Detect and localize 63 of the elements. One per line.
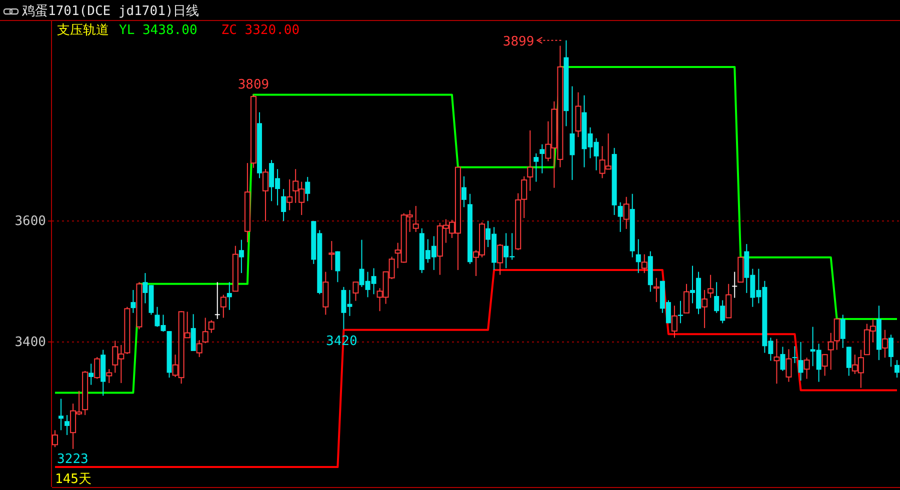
candlestick — [708, 274, 714, 298]
candlestick — [834, 318, 840, 350]
annotation: 3899 — [502, 34, 534, 50]
candlestick — [94, 356, 100, 380]
candlestick — [774, 338, 780, 384]
candlestick — [130, 289, 136, 314]
candlestick — [798, 341, 804, 382]
candlestick — [226, 282, 232, 310]
candlestick — [52, 430, 58, 448]
annotation: 3809 — [238, 78, 270, 93]
candlestick — [786, 348, 792, 382]
candlestick — [804, 357, 810, 380]
candlestick — [527, 130, 534, 192]
candlestick — [846, 346, 852, 376]
candlestick — [534, 152, 539, 182]
candlestick — [88, 363, 94, 386]
candlestick — [792, 346, 798, 364]
candlestick — [335, 250, 340, 283]
candlestick — [882, 329, 888, 358]
candlestick — [726, 283, 732, 318]
candlestick — [106, 368, 112, 384]
candlestick — [822, 354, 828, 376]
candlestick — [894, 360, 900, 378]
candlestick — [623, 196, 630, 230]
candlestick — [281, 188, 286, 222]
candlestick — [202, 317, 208, 344]
candlestick — [190, 314, 196, 352]
candlestick — [305, 176, 310, 202]
candlestick — [840, 314, 846, 348]
candlestick — [570, 86, 575, 180]
annotation: 145天 — [55, 472, 92, 487]
candlestick — [328, 240, 335, 271]
annotation: 3223 — [57, 452, 88, 467]
y-tick-label: 3600 — [14, 214, 46, 230]
candlestick — [214, 282, 220, 320]
candlestick — [888, 334, 894, 368]
title: 鸡蛋1701(DCE jd1701)日线 — [22, 4, 200, 19]
candlestick — [238, 239, 244, 274]
candlestick — [636, 238, 641, 274]
candlestick — [780, 346, 786, 372]
candlestick — [412, 205, 419, 232]
candlestick — [286, 178, 293, 211]
candlestick — [653, 277, 660, 303]
candlestick — [196, 340, 202, 358]
candlestick — [262, 168, 269, 222]
y-tick-label: 3400 — [14, 334, 46, 350]
candlestick — [461, 176, 466, 208]
candlestick — [220, 294, 226, 318]
candlestick — [678, 300, 683, 324]
legend: 支压轨道 YL 3438.00 ZC 3320.00 — [57, 23, 300, 38]
candlestick — [702, 289, 708, 329]
candlestick — [671, 305, 678, 338]
candlestick — [64, 414, 70, 436]
candlestick — [352, 282, 359, 302]
candlestick — [683, 283, 690, 314]
candlestick — [540, 144, 545, 174]
candlestick — [828, 332, 834, 370]
candlestick — [208, 320, 214, 334]
candlestick — [58, 398, 64, 431]
candlestick — [618, 202, 623, 232]
candlestick — [732, 271, 738, 298]
candlestick — [497, 244, 504, 276]
candlestick — [641, 254, 648, 274]
